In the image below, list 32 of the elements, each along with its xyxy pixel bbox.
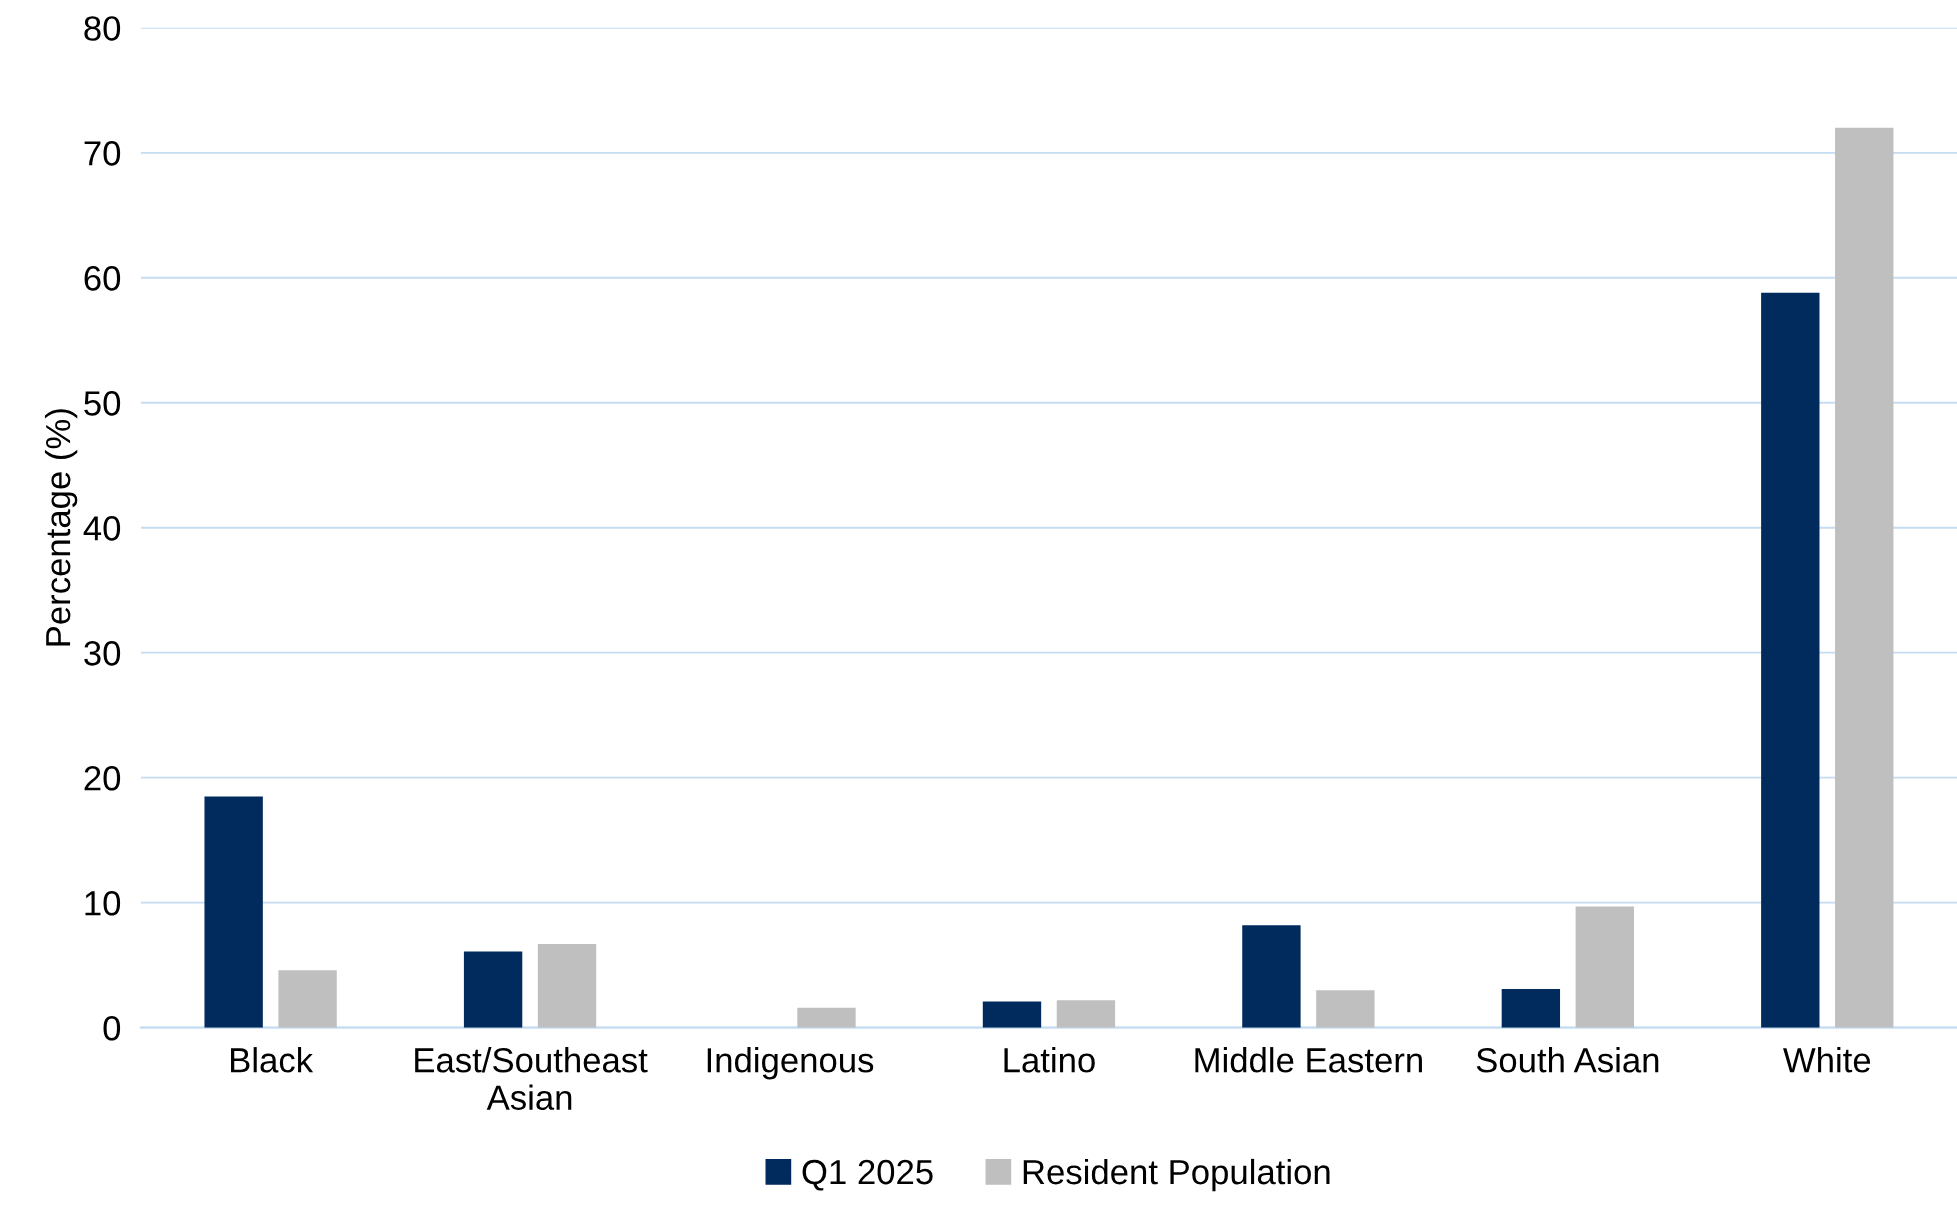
bar: [278, 970, 337, 1028]
bar: [1056, 1000, 1116, 1028]
bar: [463, 951, 523, 1028]
x-tick-label: Latino: [1004, 1047, 1095, 1073]
legend-label: Q1 2025: [802, 1159, 933, 1191]
bar: [1575, 906, 1634, 1028]
y-tick-label: 40: [83, 516, 121, 541]
x-tick-label: South Asian: [1476, 1047, 1659, 1073]
y-tick-label: 20: [84, 766, 121, 791]
bar: [797, 1007, 856, 1028]
bar: [1835, 127, 1894, 1028]
y-tick-label: 0: [103, 1015, 121, 1041]
y-tick-label: 50: [84, 391, 121, 416]
bar: [1316, 990, 1375, 1028]
x-tick-label: Indigenous: [707, 1047, 874, 1080]
bar: [1501, 988, 1561, 1028]
x-tick-label: Black: [231, 1047, 314, 1073]
bar: [982, 1001, 1042, 1028]
legend-label: Resident Population: [1023, 1158, 1330, 1192]
y-tick-label: 30: [84, 641, 121, 666]
y-tick-label: 80: [84, 16, 121, 41]
y-tick-label: 60: [84, 266, 121, 291]
bar: [537, 943, 597, 1028]
x-tick-label: White: [1783, 1047, 1871, 1073]
bar: [204, 796, 263, 1028]
x-tick-label: Middle Eastern: [1195, 1047, 1422, 1073]
bar: [1761, 292, 1820, 1028]
bar: [1242, 925, 1301, 1028]
y-axis-title: Percentage (%): [44, 409, 78, 646]
x-tick-label: East/Southeast Asian: [415, 1047, 648, 1110]
y-tick-label: 10: [85, 891, 121, 916]
y-tick-label: 70: [84, 141, 121, 166]
